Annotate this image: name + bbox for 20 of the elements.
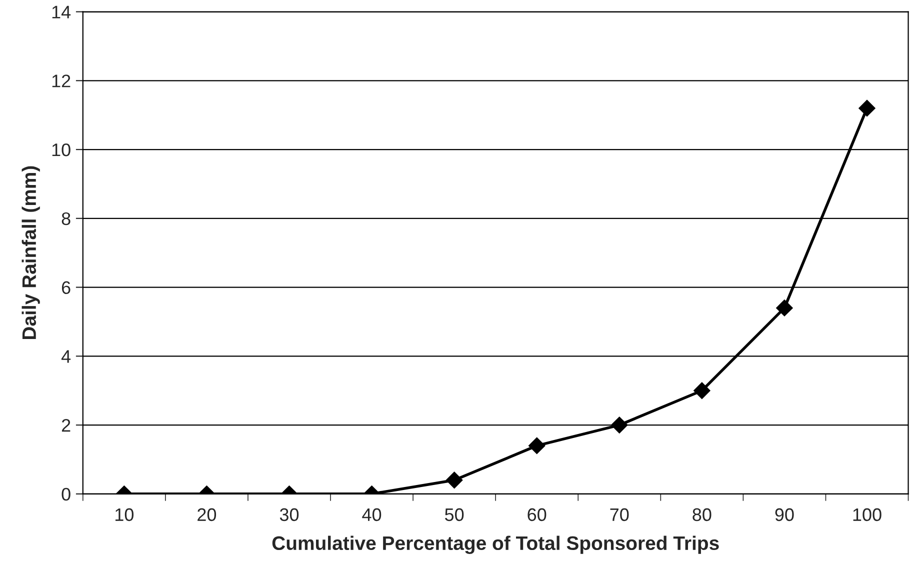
y-tick-label: 12: [52, 74, 70, 88]
x-tick-label: 70: [610, 508, 629, 522]
x-tick-label: 20: [198, 508, 216, 522]
y-tick-label: 14: [52, 6, 71, 18]
x-tick-label: 10: [116, 508, 134, 522]
x-tick-label: 50: [444, 508, 464, 522]
y-tick-label: 8: [62, 212, 70, 226]
y-tick-label: 4: [61, 350, 71, 363]
y-axis-title: Daily Rainfall (mm): [22, 166, 40, 340]
y-tick-label: 6: [62, 281, 70, 294]
x-tick-label: 90: [775, 508, 794, 522]
x-tick-label: 60: [528, 508, 546, 522]
x-axis-title: Cumulative Percentage of Total Sponsored Trips: [272, 536, 719, 554]
y-tick-label: 0: [62, 488, 70, 501]
x-tick-label: 100: [853, 508, 882, 522]
x-tick-label: 40: [362, 508, 382, 522]
y-tick-label: 2: [62, 418, 70, 432]
y-tick-label: 10: [52, 143, 70, 156]
x-tick-label: 80: [692, 508, 712, 522]
x-tick-label: 30: [280, 508, 299, 522]
